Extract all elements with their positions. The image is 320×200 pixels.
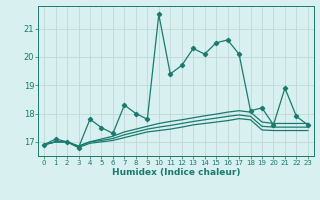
X-axis label: Humidex (Indice chaleur): Humidex (Indice chaleur) <box>112 168 240 177</box>
